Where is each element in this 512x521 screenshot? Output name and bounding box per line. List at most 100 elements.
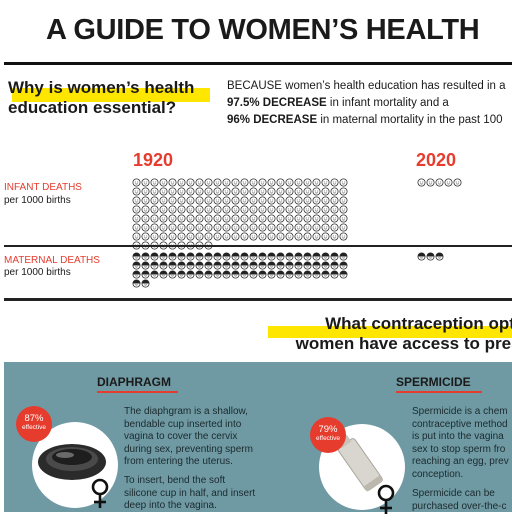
venus-symbol-icon — [90, 478, 110, 515]
woman-face-icon — [195, 270, 204, 279]
woman-face-icon — [132, 279, 141, 288]
woman-face-icon — [303, 261, 312, 270]
woman-face-icon — [195, 252, 204, 261]
woman-face-icon — [276, 261, 285, 270]
baby-face-icon — [267, 223, 276, 232]
baby-face-icon — [204, 178, 213, 187]
baby-face-icon — [330, 187, 339, 196]
spermicide-effectiveness: 79% — [318, 424, 338, 435]
stat-infant-decrease: 97.5% DECREASE — [227, 97, 327, 109]
baby-face-icon — [330, 196, 339, 205]
woman-face-icon — [426, 252, 435, 261]
woman-face-icon — [213, 261, 222, 270]
woman-face-icon — [168, 252, 177, 261]
baby-face-icon — [303, 187, 312, 196]
baby-face-icon — [258, 214, 267, 223]
baby-face-icon — [195, 223, 204, 232]
baby-face-icon — [186, 214, 195, 223]
baby-face-icon-grid — [132, 178, 348, 250]
baby-face-icon — [159, 214, 168, 223]
intro-answer: BECAUSE women’s health education has res… — [227, 78, 506, 129]
baby-face-icon — [249, 187, 258, 196]
woman-face-icon — [303, 270, 312, 279]
baby-face-icon — [294, 214, 303, 223]
woman-face-icon — [258, 270, 267, 279]
baby-face-icon — [240, 178, 249, 187]
diaphragm-description: The diaphgram is a shallow, bendable cup… — [124, 406, 253, 469]
baby-face-icon — [276, 214, 285, 223]
baby-face-icon — [312, 178, 321, 187]
baby-face-icon — [303, 178, 312, 187]
baby-face-icon — [267, 214, 276, 223]
woman-face-icon — [168, 261, 177, 270]
woman-face-icon — [240, 252, 249, 261]
baby-face-icon — [339, 187, 348, 196]
baby-face-icon — [294, 205, 303, 214]
woman-face-icon — [267, 270, 276, 279]
baby-face-icon — [195, 205, 204, 214]
baby-face-icon — [141, 214, 150, 223]
spermicide-desc-line: conception. — [412, 468, 464, 480]
woman-face-icon — [186, 270, 195, 279]
baby-face-icon — [249, 223, 258, 232]
baby-face-icon — [213, 178, 222, 187]
woman-face-icon — [159, 252, 168, 261]
baby-face-icon — [321, 214, 330, 223]
baby-face-icon — [195, 214, 204, 223]
baby-face-icon — [339, 205, 348, 214]
spermicide-desc-line: contraceptive method — [412, 418, 508, 430]
contraception-highlight — [268, 326, 512, 338]
baby-face-icon — [330, 214, 339, 223]
intro-answer-line1: BECAUSE women’s health education has res… — [227, 80, 506, 92]
baby-face-icon — [417, 178, 426, 187]
diaphragm-desc-line: The diaphgram is a shallow, — [124, 406, 248, 417]
baby-face-icon-grid — [417, 178, 462, 187]
spermicide-purchase-line: purchased over-the-c — [412, 500, 507, 512]
baby-face-icon — [159, 205, 168, 214]
baby-face-icon — [213, 232, 222, 241]
baby-face-icon — [330, 178, 339, 187]
woman-face-icon — [294, 261, 303, 270]
baby-face-icon — [132, 232, 141, 241]
baby-face-icon — [231, 214, 240, 223]
woman-face-icon — [141, 252, 150, 261]
baby-face-icon — [285, 187, 294, 196]
section-divider-1 — [4, 245, 512, 247]
baby-face-icon — [249, 232, 258, 241]
intro-question-line1: Why is women’s health — [8, 78, 195, 97]
baby-face-icon — [303, 223, 312, 232]
baby-face-icon — [294, 223, 303, 232]
baby-face-icon — [204, 196, 213, 205]
baby-face-icon — [303, 205, 312, 214]
woman-face-icon — [150, 270, 159, 279]
woman-face-icon — [258, 252, 267, 261]
baby-face-icon — [132, 187, 141, 196]
baby-face-icon — [231, 223, 240, 232]
baby-face-icon — [249, 214, 258, 223]
baby-face-icon — [132, 196, 141, 205]
baby-face-icon — [213, 214, 222, 223]
baby-face-icon — [435, 178, 444, 187]
maternal-deaths-1920-icons — [131, 251, 349, 289]
baby-face-icon — [285, 196, 294, 205]
woman-face-icon — [339, 270, 348, 279]
baby-face-icon — [321, 223, 330, 232]
baby-face-icon — [159, 178, 168, 187]
woman-face-icon — [312, 252, 321, 261]
woman-face-icon — [312, 270, 321, 279]
baby-face-icon — [177, 223, 186, 232]
baby-face-icon — [240, 232, 249, 241]
intro-question: Why is women’s health education essentia… — [8, 78, 228, 118]
title-divider — [4, 62, 512, 65]
spermicide-title: SPERMICIDE — [396, 375, 471, 389]
baby-face-icon — [240, 196, 249, 205]
baby-face-icon — [168, 187, 177, 196]
woman-face-icon — [204, 252, 213, 261]
baby-face-icon — [150, 232, 159, 241]
spermicide-desc-line: is put into the vagina — [412, 431, 504, 442]
baby-face-icon — [267, 196, 276, 205]
baby-face-icon — [132, 223, 141, 232]
woman-face-icon — [195, 261, 204, 270]
baby-face-icon — [330, 205, 339, 214]
baby-face-icon — [204, 214, 213, 223]
